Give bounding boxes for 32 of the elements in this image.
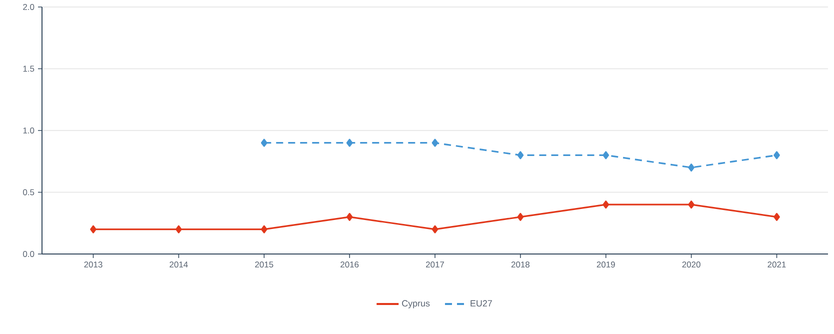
x-tick-label: 2019	[596, 262, 615, 268]
point	[688, 164, 695, 172]
point	[774, 151, 780, 160]
point	[602, 200, 610, 209]
x-tick-label: 2016	[340, 262, 359, 268]
x-tick-label: 2021	[768, 262, 786, 268]
point	[260, 138, 268, 147]
y-tick-label: 0.0	[23, 251, 34, 257]
y-tick-label: 1.0	[23, 128, 34, 134]
point	[432, 225, 438, 234]
x-tick-label: 2020	[682, 262, 700, 268]
point	[90, 225, 96, 234]
legend-label: EU27	[470, 300, 492, 307]
point	[517, 151, 524, 160]
point	[517, 212, 524, 221]
y-tick-label: 0.5	[23, 189, 34, 196]
point	[432, 138, 438, 147]
y-tick-label: 2.0	[23, 4, 34, 10]
point	[346, 138, 353, 147]
point	[688, 200, 695, 209]
point	[774, 212, 780, 221]
point	[602, 151, 610, 160]
x-tick-label: 2015	[255, 262, 274, 268]
y-tick-label: 1.5	[23, 66, 34, 72]
legend-label: Cyprus	[402, 300, 430, 308]
point	[260, 225, 268, 234]
x-tick-label: 2013	[84, 262, 102, 268]
x-tick-label: 2018	[511, 262, 530, 268]
x-tick-label: 2017	[426, 262, 444, 268]
x-tick-label: 2014	[170, 262, 188, 268]
point	[175, 225, 182, 234]
point	[346, 212, 353, 221]
